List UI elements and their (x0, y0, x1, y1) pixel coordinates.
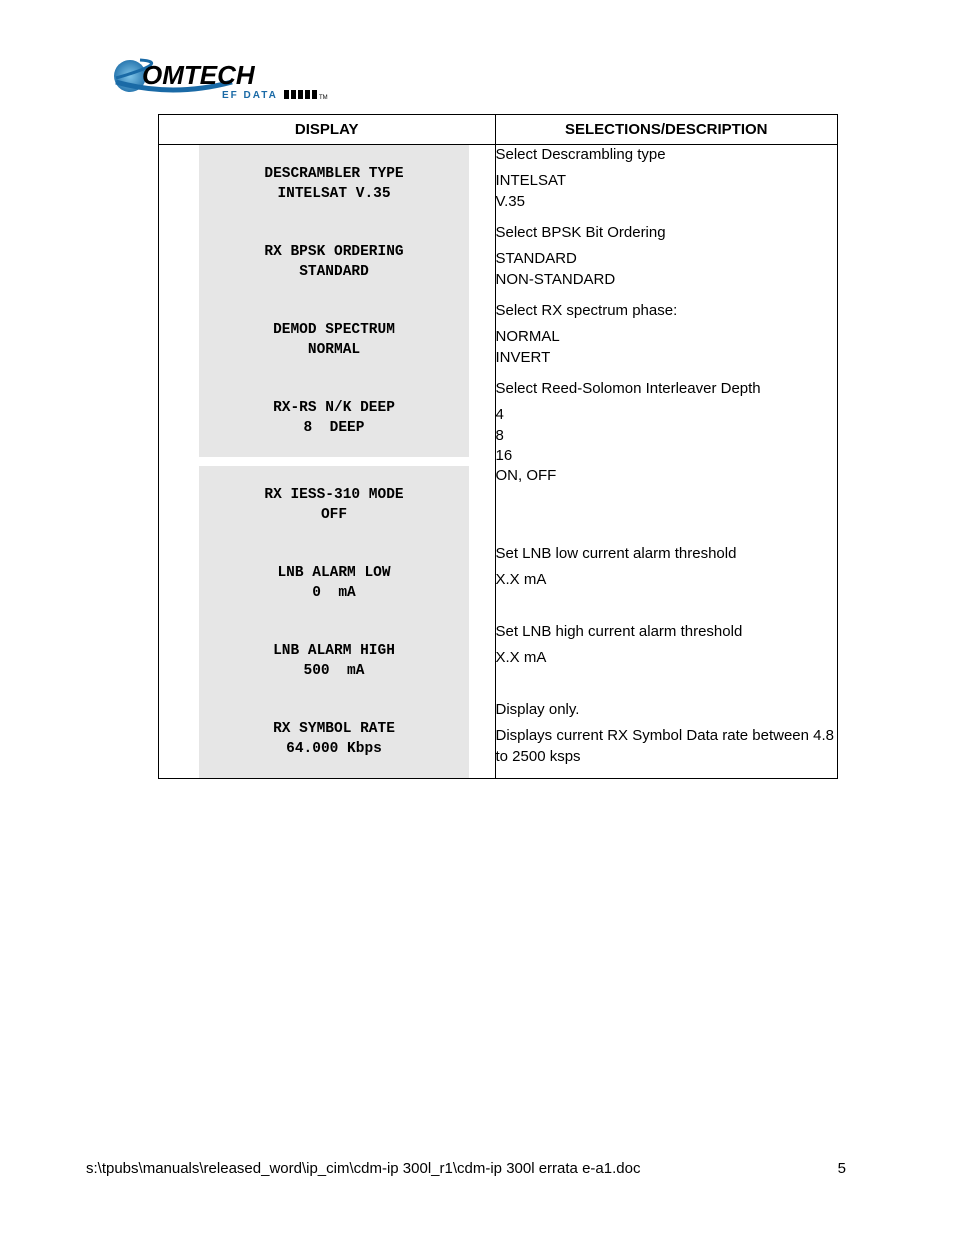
desc-intro: Select BPSK Bit Ordering (496, 223, 838, 243)
lcd-line2: 500 mA (203, 661, 465, 681)
desc-options: X.X mA (496, 570, 838, 590)
page-root: OMTECH EF DATA TM DISPLAY SELECTIONS/DES… (0, 0, 954, 1235)
comtech-logo: OMTECH EF DATA TM (112, 54, 342, 108)
desc-option: INTELSAT (496, 171, 838, 191)
svg-text:OMTECH: OMTECH (142, 60, 256, 90)
desc-option: X.X mA (496, 648, 838, 668)
desc-intro: Set LNB low current alarm threshold (496, 544, 838, 564)
desc-option: INVERT (496, 348, 838, 368)
lcd-line2: INTELSAT V.35 (203, 184, 465, 204)
display-cell: RX SYMBOL RATE64.000 Kbps (159, 700, 496, 779)
page-footer: s:\tpubs\manuals\released_word\ip_cim\cd… (86, 1160, 846, 1177)
desc-option: X.X mA (496, 570, 838, 590)
description-cell: Select Descrambling type INTELSATV.35 (495, 145, 838, 224)
description-cell: Select RX spectrum phase: NORMALINVERT (495, 301, 838, 379)
description-cell: Set LNB high current alarm threshold X.X … (495, 622, 838, 700)
display-cell: RX-RS N/K DEEP8 DEEP (159, 379, 496, 466)
svg-text:TM: TM (319, 95, 328, 101)
header-display: DISPLAY (159, 115, 496, 145)
lcd-line1: DESCRAMBLER TYPE (203, 164, 465, 184)
lcd-line2: 64.000 Kbps (203, 739, 465, 759)
desc-option: STANDARD (496, 249, 838, 269)
table-row: DESCRAMBLER TYPEINTELSAT V.35Select Desc… (159, 145, 838, 224)
desc-option: 16 (496, 446, 838, 466)
desc-option: 4 (496, 405, 838, 425)
lcd-line1: RX IESS-310 MODE (203, 485, 465, 505)
lcd-line1: LNB ALARM LOW (203, 563, 465, 583)
lcd-line2: 8 DEEP (203, 418, 465, 438)
lcd-display: DESCRAMBLER TYPEINTELSAT V.35 (199, 145, 469, 223)
desc-options: X.X mA (496, 648, 838, 668)
desc-options: 4816 (496, 405, 838, 466)
desc-options: STANDARDNON-STANDARD (496, 249, 838, 290)
lcd-display: LNB ALARM HIGH500 mA (199, 622, 469, 700)
lcd-line2: 0 mA (203, 583, 465, 603)
lcd-display: RX IESS-310 MODEOFF (199, 466, 469, 544)
lcd-line1: DEMOD SPECTRUM (203, 320, 465, 340)
table-row: RX SYMBOL RATE64.000 KbpsDisplay only.Di… (159, 700, 838, 779)
desc-intro: ON, OFF (496, 466, 838, 486)
description-cell: Select Reed-Solomon Interleaver Depth 481… (495, 379, 838, 466)
table-row: DEMOD SPECTRUMNORMALSelect RX spectrum p… (159, 301, 838, 379)
table-row: LNB ALARM LOW0 mA Set LNB low current ala… (159, 544, 838, 622)
display-cell: DEMOD SPECTRUMNORMAL (159, 301, 496, 379)
lcd-line2: NORMAL (203, 340, 465, 360)
lcd-display: RX BPSK ORDERINGSTANDARD (199, 223, 469, 301)
display-cell: LNB ALARM LOW0 mA (159, 544, 496, 622)
header-desc: SELECTIONS/DESCRIPTION (495, 115, 838, 145)
display-cell: LNB ALARM HIGH500 mA (159, 622, 496, 700)
description-cell: ON, OFF (495, 466, 838, 544)
display-cell: RX BPSK ORDERINGSTANDARD (159, 223, 496, 301)
desc-options: INTELSATV.35 (496, 171, 838, 212)
desc-option: Displays current RX Symbol Data rate bet… (496, 726, 838, 767)
desc-option: NON-STANDARD (496, 270, 838, 290)
lcd-line2: OFF (203, 505, 465, 525)
table-row: RX-RS N/K DEEP8 DEEP Select Reed-Solomon … (159, 379, 838, 466)
lcd-line1: LNB ALARM HIGH (203, 641, 465, 661)
description-cell: Display only. Displays current RX Symbol … (495, 700, 838, 779)
lcd-display: DEMOD SPECTRUMNORMAL (199, 301, 469, 379)
settings-table: DISPLAY SELECTIONS/DESCRIPTION DESCRAMBL… (158, 114, 838, 779)
svg-text:EF DATA: EF DATA (222, 90, 278, 101)
table-row: LNB ALARM HIGH500 mA Set LNB high current… (159, 622, 838, 700)
desc-intro: Select Descrambling type (496, 145, 838, 165)
footer-path: s:\tpubs\manuals\released_word\ip_cim\cd… (86, 1160, 640, 1177)
desc-intro: Set LNB high current alarm threshold (496, 622, 838, 642)
desc-option: NORMAL (496, 327, 838, 347)
desc-intro: Select RX spectrum phase: (496, 301, 838, 321)
description-cell: Select BPSK Bit Ordering STANDARDNON-STAN… (495, 223, 838, 301)
desc-options: NORMALINVERT (496, 327, 838, 368)
table-row: RX IESS-310 MODEOFF ON, OFF (159, 466, 838, 544)
description-cell: Set LNB low current alarm threshold X.X m… (495, 544, 838, 622)
footer-page-number: 5 (838, 1160, 846, 1177)
lcd-display: LNB ALARM LOW0 mA (199, 544, 469, 622)
lcd-display: RX-RS N/K DEEP8 DEEP (199, 379, 469, 457)
lcd-line1: RX-RS N/K DEEP (203, 398, 465, 418)
desc-option: V.35 (496, 192, 838, 212)
lcd-line1: RX BPSK ORDERING (203, 242, 465, 262)
desc-options: Displays current RX Symbol Data rate bet… (496, 726, 838, 767)
display-cell: RX IESS-310 MODEOFF (159, 466, 496, 544)
desc-intro: Display only. (496, 700, 838, 720)
desc-option: 8 (496, 426, 838, 446)
lcd-line2: STANDARD (203, 262, 465, 282)
lcd-line1: RX SYMBOL RATE (203, 719, 465, 739)
lcd-display: RX SYMBOL RATE64.000 Kbps (199, 700, 469, 778)
desc-intro: Select Reed-Solomon Interleaver Depth (496, 379, 838, 399)
display-cell: DESCRAMBLER TYPEINTELSAT V.35 (159, 145, 496, 224)
table-row: RX BPSK ORDERINGSTANDARDSelect BPSK Bit … (159, 223, 838, 301)
